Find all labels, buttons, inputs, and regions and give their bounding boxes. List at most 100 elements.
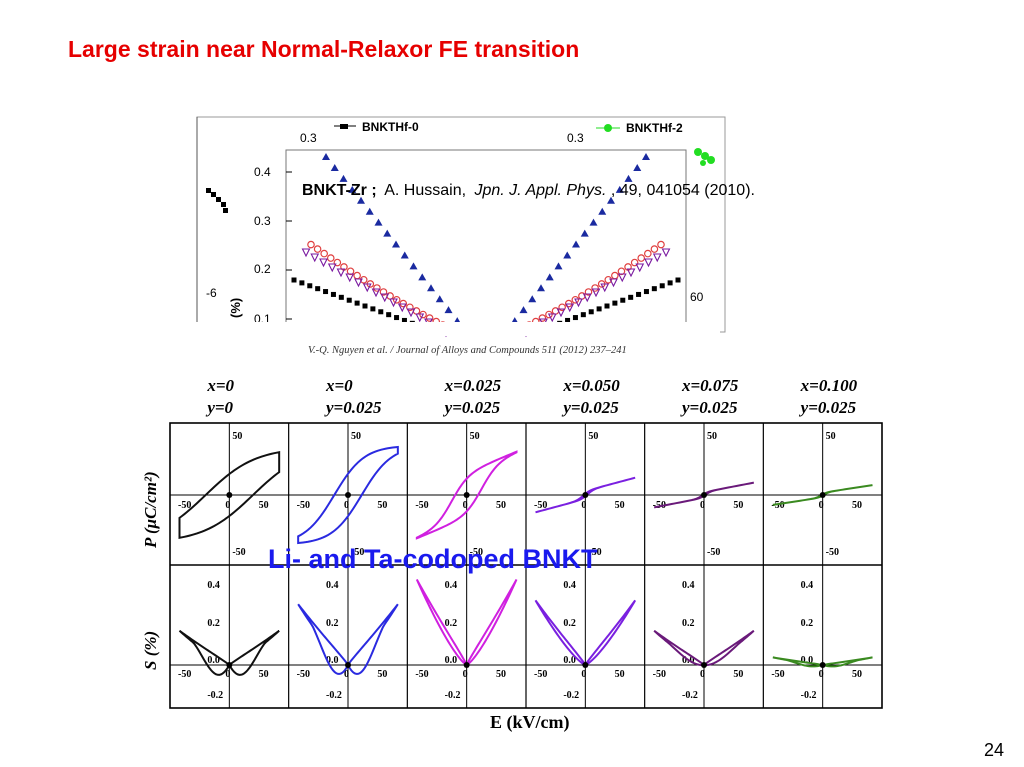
- s-tick-00: 0.0: [445, 655, 458, 666]
- s-e-loop-left: [772, 656, 823, 668]
- s-tick-04: 0.4: [682, 580, 695, 591]
- y-tick-2: 0.2: [254, 262, 271, 276]
- p-tick-top: 50: [351, 431, 361, 442]
- s-e-loop-left: [415, 579, 470, 668]
- column-header-y: y=0.025: [561, 398, 619, 417]
- s-e-loop-left: [178, 629, 231, 676]
- s-x-tick-zero: 0: [463, 669, 468, 680]
- p-tick-bottom: -50: [588, 547, 601, 558]
- bg-left-series: [206, 188, 228, 213]
- p-x-tick-pos: 50: [496, 500, 506, 511]
- s-x-tick-pos: 50: [496, 669, 506, 680]
- s-e-loop-right: [346, 603, 399, 675]
- s-tick-neg02: -0.2: [326, 690, 342, 701]
- p-x-tick-zero: 0: [463, 500, 468, 511]
- p-tick-bottom: -50: [351, 547, 364, 558]
- s-tick-00: 0.0: [801, 655, 814, 666]
- bg-right-x: 60: [690, 290, 704, 304]
- s-x-tick-zero: 0: [225, 669, 230, 680]
- s-x-tick-pos: 50: [852, 669, 862, 680]
- p-x-tick-zero: 0: [344, 500, 349, 511]
- bg-right-tick: 0.3: [567, 131, 584, 145]
- p-x-tick-pos: 50: [852, 500, 862, 511]
- p-x-tick-zero: 0: [819, 500, 824, 511]
- s-tick-00: 0.0: [207, 655, 220, 666]
- top-figure: 0.3 0.3 BNKTHf-0 BNKTHf-2 -6 60 0.4 0.3 …: [160, 116, 755, 356]
- p-x-tick-neg: -50: [534, 500, 547, 511]
- s-x-tick-neg: -50: [415, 669, 428, 680]
- p-x-tick-neg: -50: [297, 500, 310, 511]
- column-header-x: x=0.025: [444, 376, 502, 395]
- p-e-loop: [653, 481, 755, 509]
- p-x-tick-pos: 50: [259, 500, 269, 511]
- column-header-x: x=0: [206, 376, 234, 395]
- citation-bold: BNKT-Zr ;: [302, 182, 377, 199]
- legend-left-label: BNKTHf-0: [362, 120, 419, 134]
- p-e-loop: [535, 476, 636, 514]
- p-tick-top: 50: [232, 431, 242, 442]
- journal-line: V.-Q. Nguyen et al. / Journal of Alloys …: [308, 345, 627, 356]
- s-x-tick-pos: 50: [733, 669, 743, 680]
- overlay-label: Li- and Ta-codoped BNKT: [268, 544, 598, 574]
- y-axis-label: (%): [228, 298, 243, 318]
- slide-title: Large strain near Normal-Relaxor FE tran…: [68, 36, 580, 62]
- s-x-tick-zero: 0: [344, 669, 349, 680]
- s-e-loop-right: [228, 629, 280, 676]
- column-header-y: y=0.025: [324, 398, 382, 417]
- p-tick-top: 50: [826, 431, 836, 442]
- x-axis-label: E (kV/cm): [490, 712, 570, 733]
- s-x-tick-neg: -50: [178, 669, 191, 680]
- citation-tail: , 49, 041054 (2010).: [611, 182, 755, 199]
- s-tick-neg02: -0.2: [445, 690, 461, 701]
- p-x-tick-zero: 0: [700, 500, 705, 511]
- s-e-loop-right: [822, 656, 873, 668]
- slide-number: 24: [983, 740, 1004, 760]
- s-e-loop-left: [653, 629, 707, 667]
- inner-plot-frame: [285, 149, 687, 333]
- column-header-x: x=0.050: [562, 376, 620, 395]
- s-x-tick-pos: 50: [377, 669, 387, 680]
- p-tick-top: 50: [707, 431, 717, 442]
- s-x-tick-neg: -50: [534, 669, 547, 680]
- s-x-tick-pos: 50: [615, 669, 625, 680]
- legend-right-label: BNKTHf-2: [626, 121, 683, 135]
- column-header-y: y=0.025: [443, 398, 501, 417]
- p-x-tick-neg: -50: [178, 500, 191, 511]
- column-header-x: x=0.075: [681, 376, 739, 395]
- column-header-y: y=0.025: [680, 398, 738, 417]
- p-x-tick-neg: -50: [415, 500, 428, 511]
- s-tick-02: 0.2: [682, 618, 695, 629]
- p-x-tick-pos: 50: [377, 500, 387, 511]
- s-tick-02: 0.2: [326, 618, 339, 629]
- s-axis-label: S (%): [141, 631, 160, 670]
- s-tick-04: 0.4: [445, 580, 458, 591]
- s-tick-neg02: -0.2: [682, 690, 698, 701]
- s-x-tick-neg: -50: [653, 669, 666, 680]
- citation-journal: Jpn. J. Appl. Phys.: [473, 182, 606, 199]
- s-tick-02: 0.2: [207, 618, 220, 629]
- bg-left-x: -6: [206, 286, 217, 300]
- p-x-tick-pos: 50: [733, 500, 743, 511]
- y-tick-0: 0.4: [254, 165, 271, 179]
- p-e-loop: [415, 450, 518, 540]
- s-tick-neg02: -0.2: [801, 690, 817, 701]
- p-e-loop: [178, 451, 281, 539]
- s-x-tick-pos: 50: [259, 669, 269, 680]
- p-tick-bottom: -50: [232, 547, 245, 558]
- column-header-x: x=0: [325, 376, 353, 395]
- s-x-tick-zero: 0: [581, 669, 586, 680]
- s-tick-neg02: -0.2: [563, 690, 579, 701]
- s-x-tick-neg: -50: [297, 669, 310, 680]
- bg-right-series: [694, 148, 715, 166]
- bottom-figure: x=0 y=0 50 -50 -50 0 50 0.4 0.2 0.0 -0.2 -50 0 50 x=0 y…: [141, 376, 883, 733]
- p-x-tick-pos: 50: [615, 500, 625, 511]
- citation-authors: A. Hussain,: [384, 182, 466, 199]
- s-tick-00: 0.0: [326, 655, 339, 666]
- p-x-tick-zero: 0: [581, 500, 586, 511]
- column-header-y: y=0.025: [799, 398, 857, 417]
- s-tick-04: 0.4: [563, 580, 576, 591]
- bg-left-tick: 0.3: [300, 131, 317, 145]
- s-tick-04: 0.4: [207, 580, 220, 591]
- s-tick-00: 0.0: [563, 655, 576, 666]
